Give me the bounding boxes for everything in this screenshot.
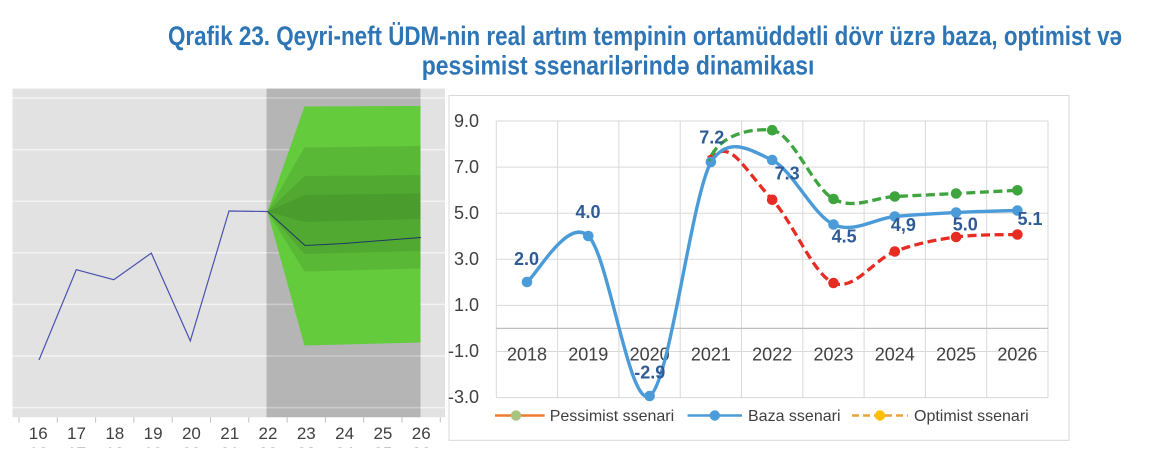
svg-text:Pessimist ssenari: Pessimist ssenari [550,408,674,425]
svg-text:-1.0: -1.0 [448,341,479,361]
svg-text:24: 24 [335,424,354,443]
svg-text:18: 18 [105,424,124,443]
svg-text:4,9: 4,9 [891,215,916,235]
svg-text:-3.0: -3.0 [448,387,479,407]
svg-text:21: 21 [220,444,239,448]
svg-text:Optimist ssenari: Optimist ssenari [914,408,1029,425]
svg-text:25: 25 [373,424,392,443]
svg-text:2022: 2022 [752,345,792,365]
svg-text:17: 17 [67,444,86,448]
svg-text:18: 18 [105,444,124,448]
svg-text:9.0: 9.0 [454,111,479,131]
svg-text:2018: 2018 [507,345,547,365]
svg-text:21: 21 [220,424,239,443]
svg-text:20: 20 [182,424,201,443]
svg-text:5.0: 5.0 [454,203,479,223]
svg-text:23: 23 [297,444,316,448]
svg-text:23: 23 [297,424,316,443]
svg-text:20: 20 [182,444,201,448]
svg-text:-2.9: -2.9 [634,362,665,382]
svg-text:19: 19 [144,424,163,443]
svg-text:16: 16 [29,444,48,448]
svg-text:22: 22 [259,444,278,448]
svg-text:2021: 2021 [691,345,731,365]
svg-text:Qrafik 23. Qeyri-neft ÜDM-nin: Qrafik 23. Qeyri-neft ÜDM-nin real artım… [168,21,1122,51]
svg-text:Baza ssenari: Baza ssenari [748,408,841,425]
svg-text:25: 25 [373,444,392,448]
svg-text:26: 26 [412,424,431,443]
svg-text:17: 17 [67,424,86,443]
svg-text:5.1: 5.1 [1017,209,1042,229]
svg-text:1.0: 1.0 [454,295,479,315]
svg-text:16: 16 [29,424,48,443]
svg-text:4.0: 4.0 [575,202,600,222]
svg-text:2024: 2024 [875,345,915,365]
svg-text:22: 22 [259,424,278,443]
svg-text:2019: 2019 [568,345,608,365]
svg-text:2023: 2023 [813,345,853,365]
svg-text:2.0: 2.0 [514,249,539,269]
svg-text:19: 19 [144,444,163,448]
svg-text:2020: 2020 [630,345,670,365]
svg-text:26: 26 [412,444,431,448]
svg-text:24: 24 [335,444,354,448]
svg-text:5.0: 5.0 [953,214,978,234]
svg-text:pessimist ssenarilərində dinam: pessimist ssenarilərində dinamikası [422,51,815,81]
svg-text:2025: 2025 [936,345,976,365]
svg-text:7.2: 7.2 [699,128,724,148]
svg-text:4.5: 4.5 [832,227,857,247]
svg-text:3.0: 3.0 [454,249,479,269]
svg-text:7.3: 7.3 [775,164,800,184]
svg-text:2026: 2026 [997,345,1037,365]
svg-text:7.0: 7.0 [454,157,479,177]
